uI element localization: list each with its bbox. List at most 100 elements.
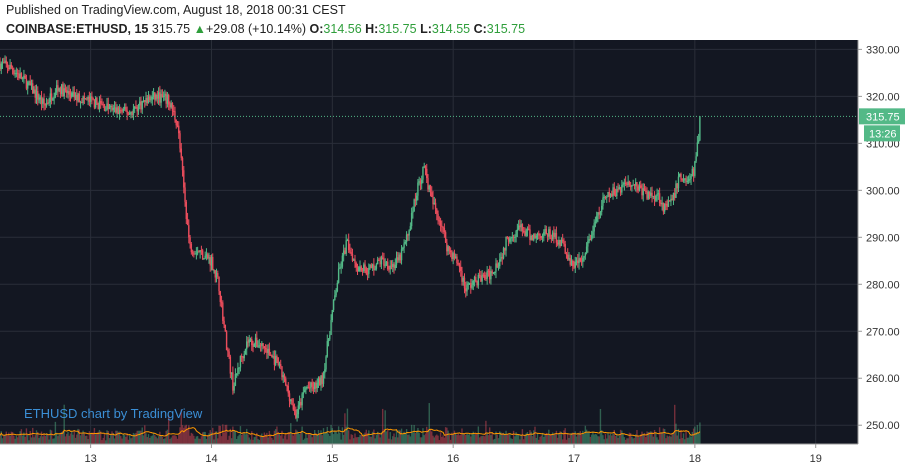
volume-bar [331, 428, 334, 444]
candle-body [381, 257, 384, 260]
volume-bar [246, 428, 248, 444]
time-axis[interactable] [0, 444, 858, 476]
candle-body [560, 239, 563, 246]
candle-body [140, 101, 142, 110]
candle-body [454, 256, 457, 259]
volume-bar [131, 437, 133, 444]
volume-bar [300, 431, 302, 444]
candle-body [349, 250, 351, 253]
candle-body [675, 183, 677, 198]
candle-body [77, 93, 79, 101]
candle-body [72, 91, 74, 93]
volume-bar [598, 436, 600, 444]
candle-body [28, 81, 30, 83]
candle-body [48, 101, 50, 104]
candle-body [423, 166, 425, 168]
candle-body [682, 179, 685, 181]
candle-body [60, 84, 63, 94]
candle-body [436, 208, 438, 214]
candle-body [26, 82, 29, 89]
volume-bar [403, 431, 405, 444]
candle-body [658, 193, 661, 203]
volume-bar [305, 433, 307, 444]
price-axis-ticks: 250.00 260.00 270.00 280.00 290.00 300.00 310.… [858, 44, 900, 432]
volume-bar [45, 433, 48, 444]
candle-body [443, 227, 446, 233]
volume-bar [692, 428, 695, 444]
plot-area[interactable] [0, 40, 858, 444]
price-axis[interactable] [858, 40, 909, 476]
volume-bar [1, 438, 4, 444]
candle-body [451, 252, 453, 259]
volume-bar [29, 430, 31, 444]
candle-body [373, 264, 375, 270]
volume-bar [278, 434, 281, 444]
candle-body [358, 267, 360, 272]
volume-bar [286, 439, 288, 444]
volume-bar [675, 423, 677, 444]
candle-body [418, 181, 420, 183]
volume-bar [570, 432, 573, 444]
volume-bar [283, 435, 286, 444]
volume-bar [497, 438, 500, 444]
candle-body [235, 373, 238, 375]
volume-bar [616, 433, 618, 444]
candle-body [175, 119, 177, 126]
candle-body [361, 270, 364, 272]
volume-bar [442, 435, 444, 444]
volume-bar [589, 436, 592, 444]
volume-bar [694, 426, 696, 444]
volume-bar [225, 424, 228, 444]
volume-bar [173, 435, 175, 444]
candle-body [5, 60, 7, 64]
volume-bar [248, 437, 250, 444]
volume-bar [501, 433, 503, 444]
volume-bar [43, 433, 45, 444]
candle-body [24, 75, 26, 79]
candle-body [366, 273, 369, 275]
volume-bar [218, 425, 220, 444]
candle-body [424, 166, 427, 169]
volume-bar [135, 432, 137, 444]
candle-body [380, 257, 383, 265]
candle-body [527, 228, 530, 230]
volume-bar [379, 437, 381, 444]
candle-body [660, 202, 662, 205]
candle-body [151, 96, 154, 100]
candle-body [601, 205, 603, 212]
candle-body [374, 268, 376, 270]
volume-bar [420, 437, 423, 444]
volume-bar [203, 431, 205, 444]
volume-bar [463, 433, 466, 444]
volume-bar [572, 432, 574, 444]
candle-body [326, 341, 328, 357]
candle-body [224, 324, 227, 332]
candle-body [11, 67, 14, 71]
candle-body [210, 257, 213, 266]
volume-bar [457, 433, 459, 444]
candle-body [203, 258, 205, 260]
volume-bar [520, 435, 522, 444]
volume-bar [232, 426, 234, 444]
candle-body [334, 295, 336, 300]
volume-bar [506, 434, 508, 444]
volume-bar [137, 430, 140, 444]
candle-body [568, 258, 570, 260]
volume-bar [290, 423, 292, 444]
candle-body [491, 271, 493, 274]
volume-bar [642, 433, 644, 444]
volume-bar [341, 427, 344, 444]
candle-body [434, 202, 437, 209]
candlestick-chart[interactable]: ETHUSD chart by TradingView 250.00 260.00… [0, 40, 909, 476]
candle-body [544, 229, 546, 232]
candle-body [186, 218, 189, 226]
volume-bar [456, 435, 458, 444]
volume-bar [356, 437, 359, 444]
volume-bar [344, 413, 346, 444]
volume-bar [687, 437, 690, 444]
volume-bar [559, 431, 561, 444]
volume-bar [433, 437, 435, 444]
candle-body [633, 184, 636, 186]
candle-body [40, 97, 43, 104]
volume-bar [252, 439, 254, 444]
